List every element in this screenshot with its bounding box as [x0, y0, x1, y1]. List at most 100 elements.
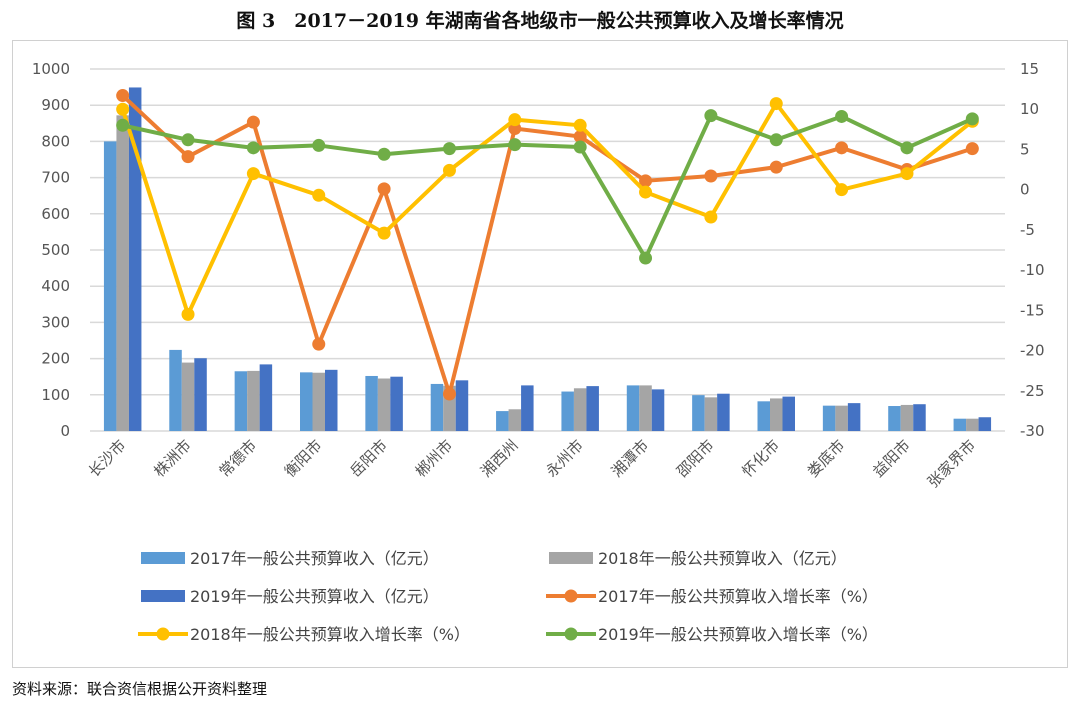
growth-point-2019 — [965, 112, 979, 126]
growth-point-2017 — [835, 141, 849, 155]
growth-point-2018 — [246, 167, 260, 181]
left-axis-tick: 200 — [41, 350, 70, 368]
growth-point-2018 — [508, 113, 522, 127]
left-axis-tick: 600 — [41, 205, 70, 223]
legend-label: 2018年一般公共预算收入增长率（%） — [190, 625, 470, 644]
right-axis-tick: 15 — [1020, 60, 1039, 78]
growth-point-2018 — [704, 210, 718, 224]
legend-label: 2017年一般公共预算收入（亿元） — [190, 549, 439, 568]
right-axis-tick: 5 — [1020, 140, 1030, 158]
growth-point-2019 — [835, 109, 849, 123]
bar-2017 — [757, 401, 770, 431]
growth-point-2017 — [181, 150, 195, 164]
left-axis-tick: 1000 — [32, 60, 70, 78]
growth-point-2018 — [900, 167, 914, 181]
category-label: 湘西州 — [477, 436, 522, 481]
bar-2019 — [847, 403, 861, 431]
combo-chart: 0 100 200 300 400 500 600 700 800 900 1000 15 10 5 0 -5… — [32, 60, 1045, 644]
bar-2019 — [978, 417, 992, 431]
right-axis-tick: -20 — [1020, 342, 1045, 360]
bar-2017 — [365, 375, 378, 431]
growth-point-2017 — [769, 160, 783, 174]
legend-swatch — [549, 552, 593, 564]
bar-2018 — [639, 385, 652, 431]
bar-2017 — [300, 372, 313, 431]
bar-2019 — [194, 358, 207, 431]
growth-point-2017 — [377, 182, 391, 196]
bar-2017 — [692, 395, 705, 431]
bar-2018 — [377, 378, 391, 431]
bar-2017 — [169, 349, 182, 431]
left-axis-tick: 100 — [41, 386, 70, 404]
growth-point-2019 — [769, 133, 783, 147]
bar-2017 — [496, 411, 509, 431]
source-note: 资料来源：联合资信根据公开资料整理 — [12, 680, 268, 698]
growth-point-2018 — [573, 118, 587, 132]
growth-point-2017 — [965, 142, 979, 156]
growth-point-2019 — [116, 118, 130, 132]
bar-2018 — [247, 370, 260, 431]
left-axis-tick: 0 — [60, 422, 70, 440]
category-label: 郴州市 — [412, 436, 457, 481]
bar-2019 — [325, 369, 338, 431]
legend-label: 2017年一般公共预算收入增长率（%） — [598, 587, 878, 606]
legend-label: 2019年一般公共预算收入（亿元） — [190, 587, 439, 606]
growth-point-2019 — [312, 138, 326, 152]
growth-point-2019 — [377, 147, 391, 161]
left-axis-tick: 300 — [41, 313, 70, 331]
growth-point-2019 — [900, 141, 914, 155]
bar-2018 — [770, 398, 783, 431]
right-axis-tick: 0 — [1020, 181, 1030, 199]
growth-point-2017 — [639, 174, 653, 188]
bar-2017 — [430, 383, 444, 431]
bar-2019 — [651, 389, 665, 431]
growth-point-2019 — [442, 142, 456, 156]
legend-swatch — [141, 552, 185, 564]
legend-swatch — [141, 590, 185, 602]
category-label: 衡阳市 — [281, 436, 326, 481]
growth-point-2017 — [246, 115, 260, 129]
legend-label: 2018年一般公共预算收入（亿元） — [598, 549, 847, 568]
right-axis-tick: -15 — [1020, 301, 1045, 319]
growth-point-2017 — [573, 130, 587, 144]
left-axis-tick: 700 — [41, 169, 70, 187]
bar-2017 — [234, 371, 248, 431]
growth-point-2018 — [442, 163, 456, 177]
legend-marker — [564, 589, 578, 603]
legend-marker — [156, 627, 170, 641]
category-label: 益阳市 — [869, 436, 914, 481]
chart-frame — [12, 40, 1068, 668]
category-label: 邵阳市 — [673, 436, 718, 481]
bar-2018 — [573, 388, 587, 431]
bar-2019 — [913, 404, 926, 431]
chart-title: 图 3 2017－2019 年湖南省各地级市一般公共预算收入及增长率情况 — [236, 10, 844, 32]
growth-point-2018 — [639, 185, 653, 199]
bar-2017 — [561, 391, 574, 431]
bar-2019 — [259, 364, 273, 431]
growth-point-2017 — [312, 337, 326, 351]
growth-line-2017 — [121, 94, 973, 396]
category-label: 岳阳市 — [346, 436, 391, 481]
growth-point-2017 — [442, 387, 456, 401]
bar-2017 — [103, 141, 117, 431]
legend-marker — [564, 627, 578, 641]
bar-2019 — [521, 385, 534, 431]
growth-point-2019 — [704, 109, 718, 123]
growth-point-2018 — [181, 307, 195, 321]
bar-2017 — [822, 405, 836, 431]
category-label: 怀化市 — [739, 436, 784, 481]
left-axis-tick: 500 — [41, 241, 70, 259]
bar-2019 — [586, 386, 599, 431]
bar-2018 — [508, 409, 522, 431]
growth-point-2018 — [835, 183, 849, 197]
bar-2018 — [704, 397, 718, 431]
bar-2017 — [953, 418, 967, 431]
bar-2018 — [900, 404, 914, 431]
bar-2017 — [626, 385, 640, 431]
left-axis-tick: 900 — [41, 96, 70, 114]
growth-line-2019 — [122, 113, 974, 261]
growth-point-2017 — [116, 89, 130, 103]
category-label: 长沙市 — [85, 436, 130, 481]
right-axis-tick: -5 — [1020, 221, 1035, 239]
category-label: 株洲市 — [150, 436, 195, 481]
